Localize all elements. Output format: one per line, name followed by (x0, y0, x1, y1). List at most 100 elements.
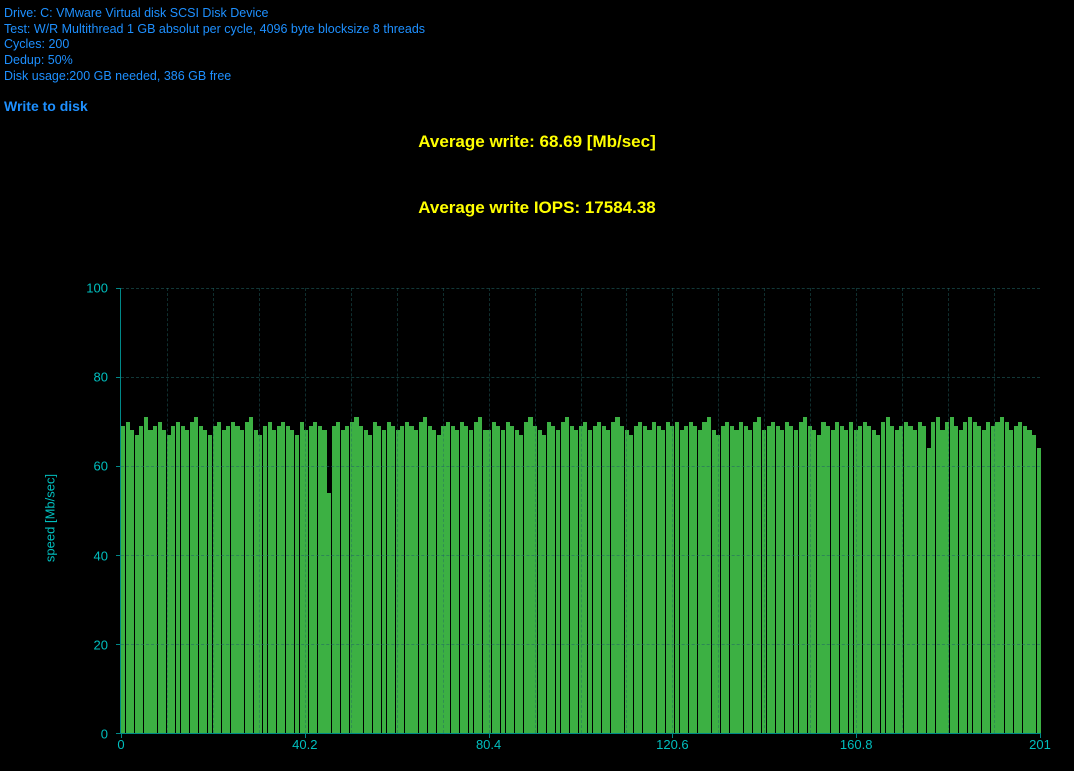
bar (886, 417, 890, 733)
bar (936, 417, 940, 733)
bar (327, 493, 331, 733)
bar (474, 422, 478, 734)
gridline-vertical (902, 288, 903, 733)
y-tick-mark (116, 377, 121, 378)
bar (254, 430, 258, 733)
bar (803, 417, 807, 733)
bar (409, 426, 413, 733)
bar (126, 422, 130, 734)
bar (606, 430, 610, 733)
bar (368, 435, 372, 733)
bar (268, 422, 272, 734)
bar (419, 422, 423, 734)
bar (895, 430, 899, 733)
bar (652, 422, 656, 734)
bar (721, 426, 725, 733)
bar (181, 426, 185, 733)
gridline-vertical (351, 288, 352, 733)
bar (460, 422, 464, 734)
bar (588, 430, 592, 733)
bar (373, 422, 377, 734)
x-tick-label: 40.2 (292, 733, 317, 752)
info-dedup: Dedup: 50% (4, 53, 425, 69)
gridline-vertical (259, 288, 260, 733)
x-tick-label: 0 (117, 733, 124, 752)
bar (950, 417, 954, 733)
bar (780, 430, 784, 733)
bar (446, 422, 450, 734)
bar (345, 426, 349, 733)
bar (309, 426, 313, 733)
info-drive: Drive: C: VMware Virtual disk SCSI Disk … (4, 6, 425, 22)
bar (913, 430, 917, 733)
bar (973, 422, 977, 734)
gridline-vertical (305, 288, 306, 733)
bar (767, 426, 771, 733)
bar (506, 422, 510, 734)
bar (277, 426, 281, 733)
y-tick-label: 80 (94, 370, 114, 385)
bar (455, 430, 459, 733)
bar (515, 430, 519, 733)
bar (451, 426, 455, 733)
gridline-vertical (535, 288, 536, 733)
bar (483, 430, 487, 733)
bar (359, 426, 363, 733)
bar (1037, 448, 1041, 733)
bar (354, 417, 358, 733)
bar (286, 426, 290, 733)
bar (995, 422, 999, 734)
bar (190, 422, 194, 734)
bar (666, 422, 670, 734)
bar (1023, 426, 1027, 733)
bar (597, 422, 601, 734)
bar (428, 426, 432, 733)
bar (538, 430, 542, 733)
bar (570, 426, 574, 733)
bar (615, 417, 619, 733)
bar (300, 422, 304, 734)
bar (341, 430, 345, 733)
bar (611, 422, 615, 734)
bar (922, 426, 926, 733)
bar (528, 417, 532, 733)
bar (519, 435, 523, 733)
y-tick-mark (116, 288, 121, 289)
bar (1032, 435, 1036, 733)
bar (561, 422, 565, 734)
bar (153, 426, 157, 733)
y-tick-label: 40 (94, 548, 114, 563)
bar (1014, 426, 1018, 733)
bar (771, 422, 775, 734)
bar (785, 422, 789, 734)
bar (391, 426, 395, 733)
bar (693, 426, 697, 733)
bar (231, 422, 235, 734)
bar (931, 422, 935, 734)
bar (1009, 430, 1013, 733)
bar (602, 426, 606, 733)
bar (322, 430, 326, 733)
bar (364, 430, 368, 733)
gridline-vertical (810, 288, 811, 733)
metric-avg-iops: Average write IOPS: 17584.38 (0, 198, 1074, 218)
bar (789, 426, 793, 733)
gridline-vertical (994, 288, 995, 733)
bar (171, 426, 175, 733)
bar (867, 426, 871, 733)
gridline-vertical (672, 288, 673, 733)
bar (501, 430, 505, 733)
info-cycles: Cycles: 200 (4, 37, 425, 53)
bar (185, 430, 189, 733)
bar (675, 422, 679, 734)
bar (318, 426, 322, 733)
bar (840, 426, 844, 733)
bar (524, 422, 528, 734)
bar (986, 422, 990, 734)
bar (661, 430, 665, 733)
gridline-vertical (856, 288, 857, 733)
gridline-vertical (443, 288, 444, 733)
bar (414, 430, 418, 733)
y-tick-label: 100 (86, 281, 114, 296)
bar (281, 422, 285, 734)
